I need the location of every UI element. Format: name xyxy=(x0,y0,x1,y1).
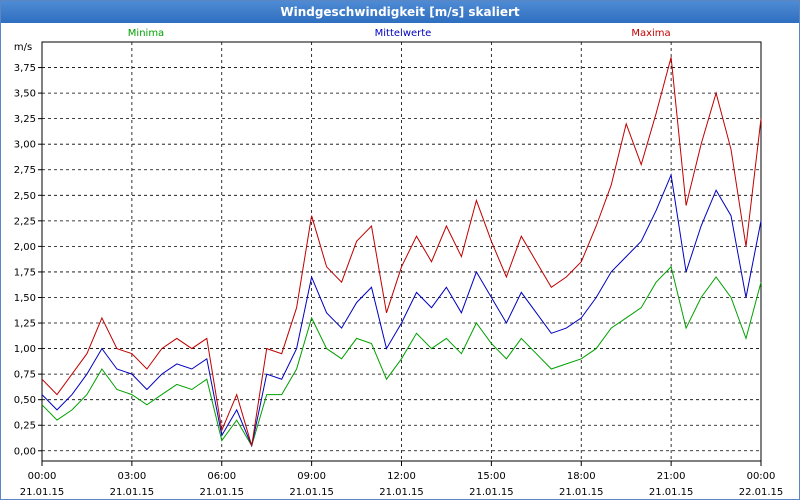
series-line-maxima xyxy=(41,57,762,446)
y-tick-label: 3,50 xyxy=(14,89,36,100)
y-tick-label: 3,00 xyxy=(14,140,36,151)
legend-mittelwerte: Mittelwerte xyxy=(375,28,432,39)
x-tick-date-label: 21.01.15 xyxy=(110,487,155,498)
x-tick-time-label: 09:00 xyxy=(297,471,326,482)
y-tick-label: 0,25 xyxy=(14,421,36,432)
x-tick-time-label: 18:00 xyxy=(567,471,596,482)
y-axis-label: m/s xyxy=(14,42,32,53)
series-line-minima xyxy=(41,265,762,447)
y-tick-label: 2,25 xyxy=(14,216,36,227)
y-tick-label: 2,00 xyxy=(14,242,36,253)
x-tick-date-label: 21.01.15 xyxy=(199,487,244,498)
y-tick-label: 0,00 xyxy=(14,446,36,457)
x-tick-time-label: 15:00 xyxy=(477,471,506,482)
legend-minima: Minima xyxy=(128,28,164,39)
y-tick-label: 0,50 xyxy=(14,395,36,406)
wind-speed-chart: 0,00 0,25 0,50 0,75 1,00 1,25 1,50 1,75 2,00 2,25… xyxy=(14,28,784,498)
x-tick-date-label: 21.01.15 xyxy=(649,487,694,498)
y-tick-label: 1,75 xyxy=(14,267,36,278)
y-tick-label: 0,75 xyxy=(14,370,36,381)
x-tick-time-label: 03:00 xyxy=(117,471,146,482)
x-tick-date-label: 21.01.15 xyxy=(20,487,65,498)
y-tick-label: 1,00 xyxy=(14,344,36,355)
y-tick-label: 1,50 xyxy=(14,293,36,304)
x-tick-date-label: 22.01.15 xyxy=(739,487,784,498)
legend-maxima: Maxima xyxy=(631,28,670,39)
x-tick-time-label: 21:00 xyxy=(657,471,686,482)
x-tick-date-label: 21.01.15 xyxy=(559,487,604,498)
x-tick-date-label: 21.01.15 xyxy=(469,487,514,498)
x-tick-date-label: 21.01.15 xyxy=(289,487,334,498)
y-tick-label: 1,25 xyxy=(14,319,36,330)
y-tick-label: 3,25 xyxy=(14,114,36,125)
window-title: Windgeschwindigkeit [m/s] skaliert xyxy=(1,1,799,23)
x-tick-time-label: 12:00 xyxy=(387,471,416,482)
y-tick-label: 2,50 xyxy=(14,191,36,202)
y-tick-label: 2,75 xyxy=(14,165,36,176)
x-tick-time-label: 00:00 xyxy=(747,471,776,482)
series-line-mittelwerte xyxy=(41,173,762,448)
x-tick-date-label: 21.01.15 xyxy=(379,487,424,498)
x-tick-time-label: 06:00 xyxy=(207,471,236,482)
y-tick-label: 3,75 xyxy=(14,63,36,74)
x-tick-time-label: 00:00 xyxy=(28,471,57,482)
